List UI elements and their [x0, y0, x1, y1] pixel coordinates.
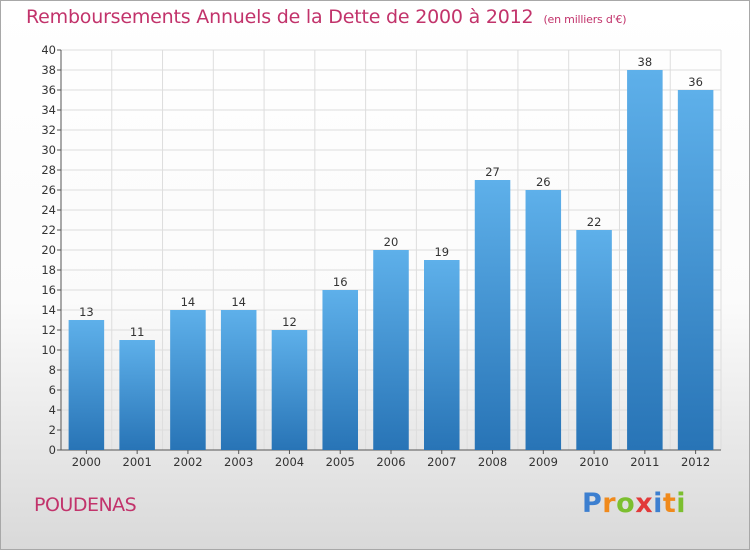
- logo-letter: P: [582, 488, 603, 519]
- bars: [68, 70, 714, 450]
- y-tick-label: 14: [41, 303, 56, 317]
- x-tick-label: 2010: [579, 455, 608, 469]
- x-tick-label: 2004: [275, 455, 304, 469]
- logo-letter: t: [662, 488, 677, 519]
- logo-letter: o: [616, 488, 636, 519]
- y-tick-label: 24: [41, 203, 56, 217]
- bar-2005: [322, 290, 358, 450]
- bar-2011: [627, 70, 663, 450]
- data-label: 14: [181, 295, 196, 309]
- proxiti-logo: Proxiti: [582, 488, 686, 519]
- x-tick-label: 2007: [427, 455, 456, 469]
- bar-2012: [677, 90, 714, 450]
- x-tick-label: 2008: [478, 455, 507, 469]
- chart-title: Remboursements Annuels de la Dette de 20…: [26, 6, 627, 28]
- y-tick-label: 6: [49, 383, 56, 397]
- data-label: 36: [688, 75, 703, 89]
- data-label: 11: [130, 325, 145, 339]
- bar-2007: [424, 260, 460, 450]
- data-label: 38: [638, 55, 653, 69]
- x-tick-label: 2002: [173, 455, 202, 469]
- logo-letter: x: [635, 488, 654, 519]
- data-label: 22: [587, 215, 602, 229]
- bar-2010: [576, 230, 612, 450]
- y-tick-label: 28: [41, 163, 56, 177]
- chart-title-text: Remboursements Annuels de la Dette de 20…: [26, 6, 534, 28]
- logo-letter: i: [653, 488, 663, 519]
- y-tick-label: 12: [41, 323, 56, 337]
- data-label: 27: [485, 165, 500, 179]
- bar-2009: [525, 190, 562, 450]
- data-label: 19: [434, 245, 449, 259]
- y-tick-label: 2: [49, 423, 56, 437]
- bar-2002: [170, 310, 206, 450]
- data-label: 12: [282, 315, 297, 329]
- y-tick-label: 30: [41, 143, 56, 157]
- commune-name: POUDENAS: [34, 494, 137, 516]
- y-tick-label: 8: [49, 363, 56, 377]
- x-tick-label: 2005: [326, 455, 355, 469]
- y-tick-label: 10: [41, 343, 56, 357]
- x-tick-label: 2012: [681, 455, 710, 469]
- y-tick-label: 22: [41, 223, 56, 237]
- y-tick-label: 34: [41, 103, 56, 117]
- data-label: 26: [536, 175, 551, 189]
- chart-unit-label: (en milliers d'€): [543, 13, 627, 26]
- x-tick-label: 2006: [376, 455, 405, 469]
- y-tick-label: 40: [41, 43, 56, 57]
- bar-2004: [271, 330, 308, 450]
- logo-letter: r: [602, 488, 617, 519]
- x-tick-label: 2001: [123, 455, 152, 469]
- labels: 13 11 14 14 12 16 20 19 27 26 22 38 36: [79, 55, 703, 339]
- data-label: 13: [79, 305, 94, 319]
- y-tick-label: 26: [41, 183, 56, 197]
- bar-2006: [373, 250, 409, 450]
- y-tick-label: 18: [41, 263, 56, 277]
- y-tick-label: 32: [41, 123, 56, 137]
- x-tick-label: 2003: [224, 455, 253, 469]
- y-tick-label: 20: [41, 243, 56, 257]
- bar-2003: [220, 310, 257, 450]
- y-tick-label: 0: [49, 443, 56, 457]
- data-label: 16: [333, 275, 348, 289]
- data-label: 20: [384, 235, 399, 249]
- logo-letter: i: [676, 488, 687, 519]
- y-tick-label: 36: [41, 83, 56, 97]
- y-tick-label: 4: [49, 403, 56, 417]
- bar-2000: [68, 320, 105, 450]
- y-tick-label: 38: [41, 63, 56, 77]
- x-tick-label: 2000: [72, 455, 101, 469]
- bar-2001: [119, 340, 155, 450]
- y-tick-label: 16: [41, 283, 56, 297]
- data-label: 14: [231, 295, 246, 309]
- x-tick-label: 2011: [630, 455, 659, 469]
- x-tick-label: 2009: [529, 455, 558, 469]
- bar-2008: [474, 180, 511, 450]
